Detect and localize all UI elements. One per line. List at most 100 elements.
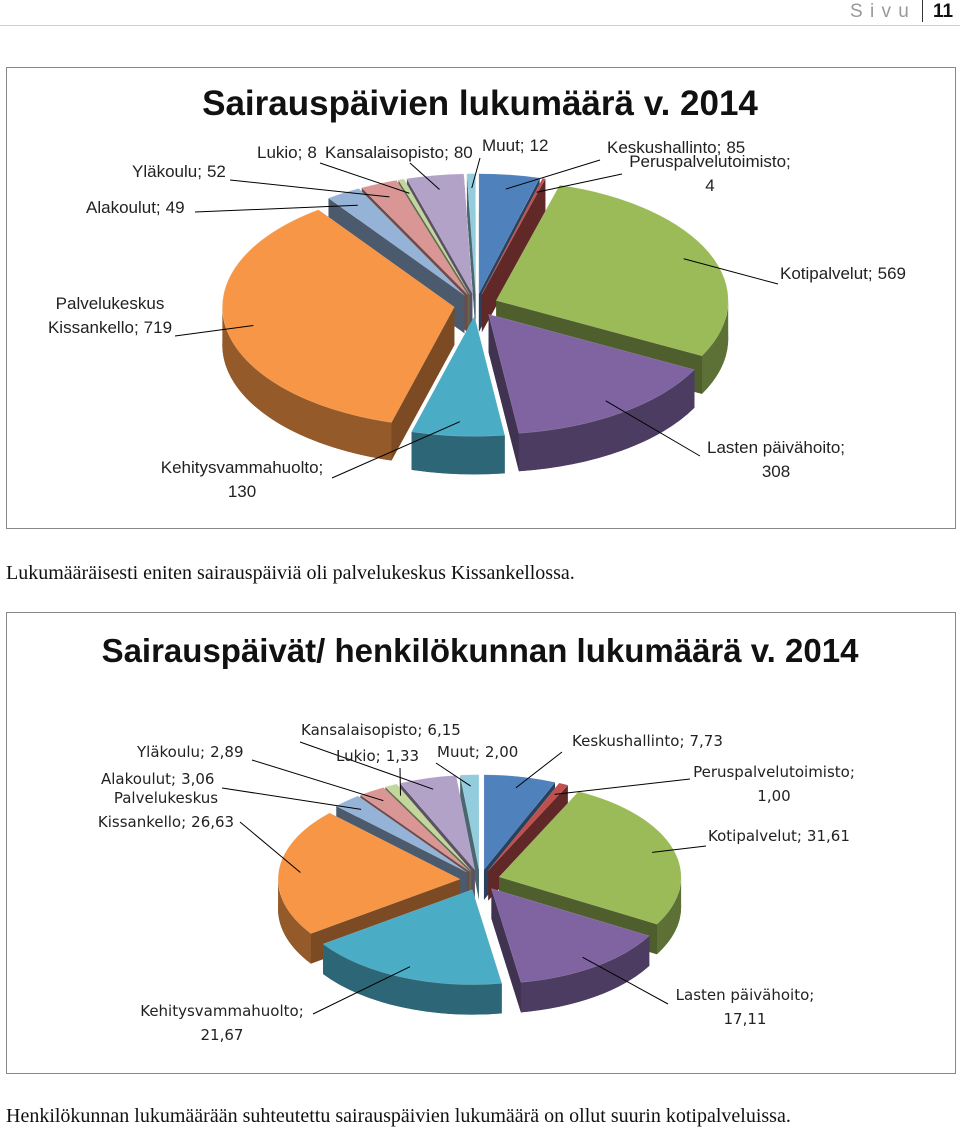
label-category: Peruspalvelutoimisto; <box>693 763 855 781</box>
data-label: Lukio; 1,33 <box>336 744 576 768</box>
data-label: Kansalaisopisto; 80 <box>325 141 565 165</box>
label-category: Alakoulut; <box>101 770 177 788</box>
label-category: Peruspalvelutoimisto; <box>629 152 791 171</box>
label-category: Kansalaisopisto; <box>301 721 423 739</box>
slice-wall <box>656 876 682 955</box>
data-label: Yläkoulu; 2,89 <box>137 740 377 764</box>
label-value: 308 <box>761 462 791 481</box>
leader-line <box>536 173 623 193</box>
label-value: 17,11 <box>723 1010 767 1028</box>
leader-line <box>435 762 471 787</box>
label-category: Palvelukeskus Kissankello; <box>97 789 219 831</box>
data-label: Alakoulut; 3,06 <box>101 767 341 791</box>
pie-slice <box>406 173 473 294</box>
data-label: Kotipalvelut; 569 <box>780 262 960 286</box>
label-value: 130 <box>227 482 257 501</box>
leader-line <box>554 778 691 795</box>
data-label: Palvelukeskus Kissankello; 719 <box>30 292 190 340</box>
data-label: Yläkoulu; 52 <box>132 160 372 184</box>
label-category: Yläkoulu; <box>137 743 206 761</box>
data-label: Kansalaisopisto; 6,15 <box>301 718 541 742</box>
leader-line <box>229 179 390 198</box>
leader-line <box>515 751 563 789</box>
label-value: 719 <box>143 318 173 337</box>
label-category: Lasten päivähoito; <box>675 986 815 1004</box>
header-label: S i v u <box>850 1 910 22</box>
label-value: 26,63 <box>191 813 235 831</box>
label-value: 52 <box>206 162 226 181</box>
slice-wall <box>520 935 650 1013</box>
slice-wall <box>323 944 502 1015</box>
slice-wall <box>518 369 695 472</box>
leader-line <box>605 400 701 457</box>
label-value: 80 <box>453 143 473 162</box>
leader-line <box>299 741 434 790</box>
caption: Lukumääräisesti eniten sairauspäiviä oli… <box>6 562 575 584</box>
leader-line <box>683 258 779 285</box>
chart-title: Sairauspäivät/ henkilökunnan lukumäärä v… <box>101 632 859 669</box>
label-category: Lasten päivähoito; <box>707 438 845 457</box>
pie-slice <box>359 787 470 872</box>
leader-line <box>582 956 669 1005</box>
label-category: Palvelukeskus Kissankello; <box>47 294 165 337</box>
leader-line <box>251 759 384 802</box>
leader-line <box>174 324 254 337</box>
label-category: Lukio; <box>257 143 303 162</box>
pie-slice <box>498 791 682 925</box>
leader-line <box>319 162 410 194</box>
leader-line <box>409 162 440 190</box>
data-label: Lasten päivähoito; 17,11 <box>625 983 865 1031</box>
label-category: Keskushallinto; <box>607 138 722 157</box>
slice-wall <box>278 879 311 964</box>
data-label: Lasten päivähoito; 308 <box>656 436 896 484</box>
label-category: Kotipalvelut; <box>708 827 802 845</box>
label-value: 4 <box>705 176 715 195</box>
label-value: 569 <box>877 264 906 283</box>
label-value: 3,06 <box>181 770 215 788</box>
leader-line <box>331 421 461 479</box>
label-value: 21,67 <box>200 1026 244 1044</box>
data-label: Peruspalvelutoimisto; 4 <box>590 150 830 198</box>
header-divider <box>922 0 923 22</box>
label-category: Muut; <box>482 136 525 155</box>
slice-wall <box>411 431 505 475</box>
label-value: 31,61 <box>806 827 850 845</box>
slice-face <box>481 178 546 333</box>
data-label: Kotipalvelut; 31,61 <box>708 824 948 848</box>
label-category: Muut; <box>437 743 480 761</box>
data-label: Peruspalvelutoimisto; 1,00 <box>654 760 894 808</box>
leader-line <box>194 204 358 213</box>
data-label: Muut; 12 <box>482 134 722 158</box>
pie-slice <box>483 774 556 871</box>
pie-slice <box>384 783 472 871</box>
label-category: Kansalaisopisto; <box>325 143 449 162</box>
data-label: Lukio; 8 <box>257 141 497 165</box>
slice-wall <box>222 306 392 461</box>
pie-slice <box>361 179 468 295</box>
slice-face <box>491 888 521 1013</box>
leader-line <box>221 787 362 810</box>
pie-slice <box>397 178 470 295</box>
label-value: 2,89 <box>210 743 244 761</box>
leader-line <box>239 821 301 873</box>
leader-line <box>505 159 601 190</box>
label-category: Kotipalvelut; <box>780 264 873 283</box>
leader-line <box>471 157 481 189</box>
pie-slice <box>222 209 455 423</box>
pie-slice <box>411 315 506 437</box>
data-label: Palvelukeskus Kissankello; 26,63 <box>91 786 241 834</box>
label-value: 8 <box>307 143 317 162</box>
data-label: Muut; 2,00 <box>437 740 677 764</box>
label-category: Yläkoulu; <box>132 162 202 181</box>
page-number: 11 <box>933 1 954 22</box>
leader-line <box>652 845 707 853</box>
pie-slice <box>327 188 465 296</box>
pie-slice <box>277 812 461 934</box>
pie-slice <box>322 889 503 985</box>
data-label: Keskushallinto; 85 <box>607 136 847 160</box>
pie-slice <box>459 774 480 870</box>
label-value: 49 <box>165 198 185 217</box>
label-value: 6,15 <box>427 721 461 739</box>
